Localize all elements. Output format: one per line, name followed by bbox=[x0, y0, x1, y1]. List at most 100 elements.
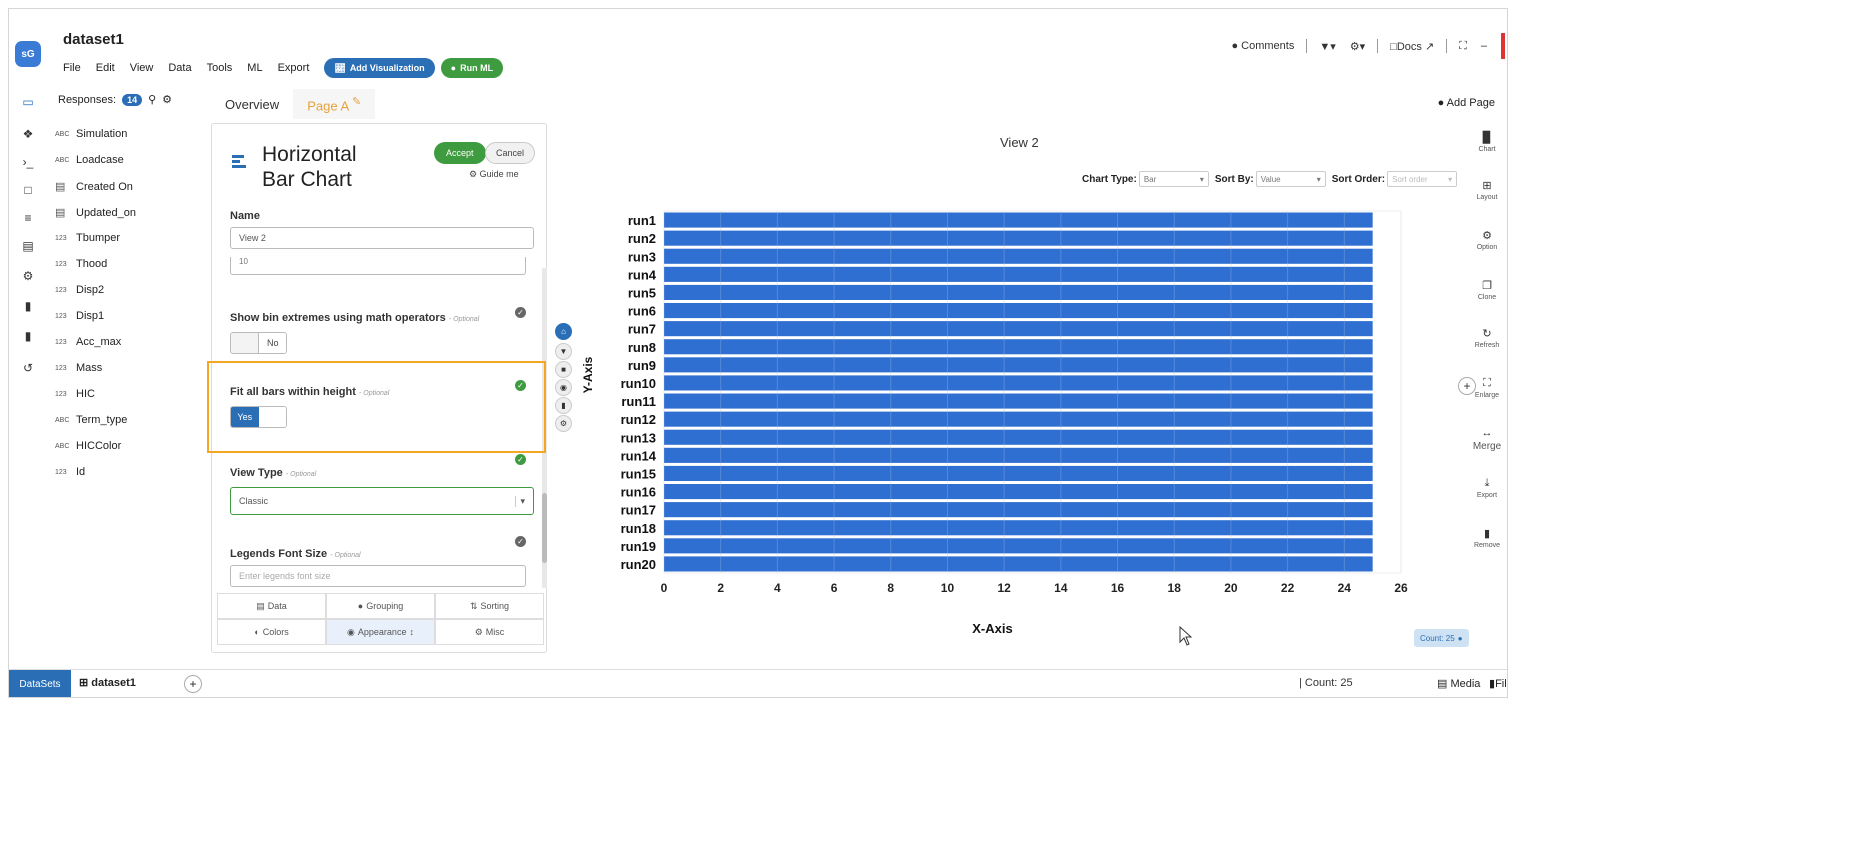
legends-font-input[interactable]: Enter legends font size bbox=[230, 565, 526, 587]
field-item[interactable]: ABC Loadcase bbox=[55, 154, 124, 166]
tab-page-a[interactable]: Page A ✎ bbox=[293, 89, 376, 120]
file-icon: ▮ bbox=[1489, 678, 1496, 690]
settings-icon[interactable]: ⚙▾ bbox=[1349, 40, 1366, 53]
sort-by-value: Value bbox=[1260, 174, 1281, 184]
sort-by-select[interactable]: Value ▾ bbox=[1255, 171, 1326, 187]
field-item[interactable]: ▤ Updated_on bbox=[55, 206, 136, 220]
field-item[interactable]: 123 Disp1 bbox=[55, 310, 104, 322]
tab-overview[interactable]: Overview bbox=[225, 96, 280, 112]
count-badge: Count: 25 ● bbox=[1414, 629, 1469, 647]
field-item[interactable]: ABC Simulation bbox=[55, 128, 127, 140]
field-item[interactable]: 123 Mass bbox=[55, 362, 102, 374]
close-strip[interactable] bbox=[1501, 33, 1505, 59]
fullscreen-icon[interactable]: ⛶ bbox=[1459, 39, 1467, 52]
edit-icon[interactable]: ✎ bbox=[352, 96, 362, 108]
menu-export[interactable]: Export bbox=[277, 62, 310, 74]
rail-clone[interactable]: ❐ Clone bbox=[1467, 279, 1507, 301]
monitor-icon[interactable]: ▭ bbox=[22, 95, 34, 109]
view-type-select[interactable]: Classic ▾ bbox=[230, 487, 534, 515]
rail-export[interactable]: ⤓ Export bbox=[1467, 477, 1507, 499]
comments-button[interactable]: ● Comments bbox=[1231, 40, 1294, 52]
field-item[interactable]: 123 HIC bbox=[55, 388, 95, 400]
cancel-button[interactable]: Cancel bbox=[485, 142, 536, 164]
rail-option[interactable]: ⚙ Option bbox=[1467, 229, 1507, 251]
sliders-icon[interactable]: ≡ bbox=[24, 211, 32, 225]
square-icon[interactable]: □ bbox=[24, 183, 32, 197]
minimize-icon[interactable]: – bbox=[1480, 40, 1487, 52]
menu-ml[interactable]: ML bbox=[247, 62, 263, 74]
info-icon[interactable]: ❖ bbox=[22, 127, 34, 141]
menu-edit[interactable]: Edit bbox=[95, 62, 115, 74]
field-item[interactable]: 123 Thood bbox=[55, 258, 107, 270]
image-icon[interactable]: ▤ bbox=[22, 239, 34, 253]
field-item[interactable]: ABC Term_type bbox=[55, 414, 127, 426]
tab-appearance[interactable]: ◉ Appearance ↕ bbox=[326, 619, 435, 645]
media-button[interactable]: ▤ Media bbox=[1437, 677, 1480, 690]
file-icon[interactable]: ▮ bbox=[555, 397, 572, 414]
chart-type-select[interactable]: Bar ▾ bbox=[1138, 171, 1209, 187]
menu-tools[interactable]: Tools bbox=[206, 62, 233, 74]
fit-bars-toggle[interactable]: Yes bbox=[230, 406, 287, 428]
menu-file[interactable]: File bbox=[63, 62, 81, 74]
run-ml-button[interactable]: ● Run ML bbox=[440, 58, 504, 78]
square-icon[interactable]: ■ bbox=[555, 361, 572, 378]
rail-merge[interactable]: ↔ Merge bbox=[1467, 427, 1507, 452]
rail-chart[interactable]: ▉ Chart bbox=[1467, 131, 1507, 153]
tab-sorting[interactable]: ⇅ Sorting bbox=[435, 593, 544, 619]
file-icon[interactable]: ▮ bbox=[24, 299, 32, 313]
media-label: Media bbox=[1450, 678, 1481, 690]
add-dataset-button[interactable]: + bbox=[184, 675, 202, 693]
tab-misc[interactable]: ⚙ Misc bbox=[435, 619, 544, 645]
datasets-tab[interactable]: DataSets bbox=[9, 670, 71, 697]
add-chart-button[interactable]: + bbox=[1458, 377, 1476, 395]
rail-remove[interactable]: ▮ Remove bbox=[1467, 527, 1507, 549]
guide-me-link[interactable]: ⚙ Guide me bbox=[469, 169, 519, 180]
tab-data[interactable]: ▤ Data bbox=[217, 593, 326, 619]
add-page-button[interactable]: ● Add Page bbox=[1438, 97, 1495, 109]
menu-view[interactable]: View bbox=[129, 62, 154, 74]
scrollbar-thumb[interactable] bbox=[542, 493, 547, 563]
tab-colors[interactable]: ◐ Colors bbox=[217, 619, 326, 645]
rail-enlarge[interactable]: ⛶ Enlarge bbox=[1467, 377, 1507, 399]
field-item[interactable]: ▤ Created On bbox=[55, 180, 133, 194]
file-button[interactable]: ▮Fil bbox=[1489, 677, 1507, 690]
menu-data[interactable]: Data bbox=[168, 62, 192, 74]
expand-icon: ⛶ bbox=[1483, 377, 1491, 389]
rail-refresh[interactable]: ↻ Refresh bbox=[1467, 327, 1507, 349]
tab-grouping[interactable]: ● Grouping bbox=[326, 593, 435, 619]
history-icon[interactable]: ↺ bbox=[22, 361, 34, 375]
image-icon: ▤ bbox=[1437, 678, 1451, 690]
gear-icon[interactable]: ⚙ bbox=[22, 269, 34, 283]
accept-button[interactable]: Accept bbox=[434, 142, 486, 164]
name-input[interactable]: View 2 bbox=[230, 227, 534, 249]
dataset-tab[interactable]: ⊞ dataset1 bbox=[79, 676, 136, 689]
partial-input[interactable]: 10 bbox=[230, 257, 526, 275]
field-item[interactable]: 123 Tbumper bbox=[55, 232, 120, 244]
sort-order-value: Sort order bbox=[1392, 174, 1428, 184]
home-icon[interactable]: ⌂ bbox=[555, 323, 572, 340]
y-tick-label: run3 bbox=[628, 249, 656, 264]
filter-icon[interactable]: ▼▾ bbox=[1319, 40, 1336, 53]
legends-font-label-text: Legends Font Size bbox=[230, 548, 328, 560]
field-item[interactable]: ABC HICColor bbox=[55, 440, 121, 452]
add-page-label: Add Page bbox=[1446, 97, 1495, 109]
field-item[interactable]: 123 Disp2 bbox=[55, 284, 104, 296]
x-tick-label: 22 bbox=[1281, 581, 1295, 595]
chart-config-panel: Horizontal Bar Chart Accept Cancel ⚙ Guid… bbox=[211, 123, 547, 653]
docs-link[interactable]: □Docs ↗ bbox=[1390, 40, 1434, 53]
field-item[interactable]: 123 Acc_max bbox=[55, 336, 121, 348]
filter-icon[interactable]: ▼ bbox=[555, 343, 572, 360]
terminal-icon[interactable]: ›_ bbox=[22, 155, 34, 169]
optional-tag: - Optional bbox=[358, 390, 390, 397]
add-visualization-button[interactable]: 📈︎ Add Visualization bbox=[324, 58, 435, 78]
sort-order-select[interactable]: Sort order ▾ bbox=[1387, 171, 1458, 187]
gear-icon[interactable]: ⚙ bbox=[162, 94, 173, 106]
file-icon[interactable]: ▮ bbox=[24, 329, 32, 343]
field-item[interactable]: 123 Id bbox=[55, 466, 85, 478]
search-icon[interactable]: ⚲ bbox=[148, 94, 157, 106]
rail-layout[interactable]: ⊞ Layout bbox=[1467, 179, 1507, 201]
bin-extremes-toggle[interactable]: No bbox=[230, 332, 287, 354]
tab-grouping-label: Grouping bbox=[366, 601, 404, 611]
gear-icon[interactable]: ⚙ bbox=[555, 415, 572, 432]
target-icon[interactable]: ◉ bbox=[555, 379, 572, 396]
